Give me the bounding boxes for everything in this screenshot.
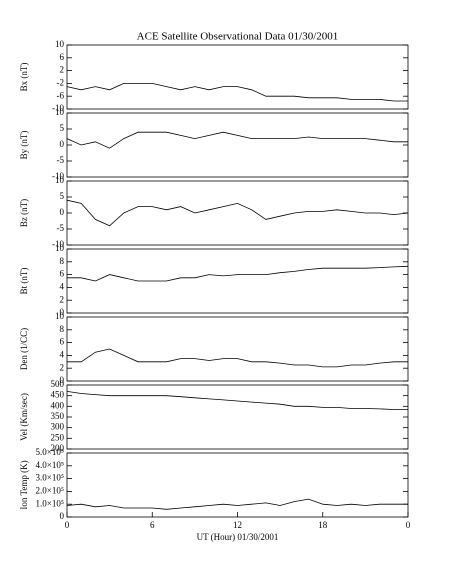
y-tick-label: 5.0×10⁵ <box>36 447 64 457</box>
y-axis-label: Bt (nT) <box>19 268 29 295</box>
y-axis-label: Den (1/CC) <box>19 328 29 370</box>
chart-title: ACE Satellite Observational Data 01/30/2… <box>137 31 339 43</box>
y-tick-label: 300 <box>51 422 65 432</box>
y-tick-label: 1.0×10⁵ <box>36 498 64 508</box>
y-tick-label: 8 <box>60 324 65 334</box>
y-tick-label: -10 <box>52 171 64 181</box>
y-axis-label: Bz (nT) <box>19 199 29 227</box>
x-axis-label: UT (Hour) 01/30/2001 <box>197 532 279 542</box>
y-tick-label: 10 <box>55 243 65 253</box>
y-tick-label: 200 <box>51 443 65 453</box>
y-tick-label: 400 <box>51 400 65 410</box>
y-tick-label: 5 <box>60 123 65 133</box>
data-line <box>66 391 408 410</box>
y-tick-label: -6 <box>57 90 65 100</box>
y-tick-label: 4 <box>60 281 65 291</box>
x-tick-label: 6 <box>150 520 155 530</box>
y-tick-label: 2 <box>60 294 65 304</box>
y-axis-label: Bx (nT) <box>19 63 29 92</box>
y-tick-label: 6 <box>60 52 65 62</box>
y-tick-label: 10 <box>55 175 65 185</box>
y-tick-label: 500 <box>51 379 65 389</box>
y-tick-label: -10 <box>52 239 64 249</box>
y-tick-label: 6 <box>60 337 65 347</box>
y-tick-label: 2 <box>60 65 65 75</box>
plot-frame <box>66 384 409 450</box>
y-tick-label: 10 <box>55 311 65 321</box>
y-tick-label: 0 <box>60 375 65 385</box>
y-tick-label: 3.0×10⁵ <box>36 473 64 483</box>
data-line <box>67 348 408 368</box>
data-line <box>66 199 409 227</box>
y-axis-label: Ion Temp (K) <box>19 460 29 509</box>
data-line <box>66 83 408 102</box>
y-tick-label: 0 <box>60 307 65 317</box>
plot-frame <box>66 44 409 110</box>
y-tick-label: 350 <box>51 411 65 421</box>
y-tick-label: 0 <box>60 207 65 217</box>
plot-frame <box>66 316 409 382</box>
y-tick-label: 8 <box>60 256 65 266</box>
y-tick-label: 6 <box>60 269 65 279</box>
x-tick-label: 0 <box>65 520 70 530</box>
x-tick-label: 12 <box>233 520 242 530</box>
y-tick-label: 2 <box>60 362 65 372</box>
x-tick-label: 0 <box>406 520 411 530</box>
x-tick-label: 18 <box>318 520 328 530</box>
plot-frame <box>66 112 409 178</box>
y-tick-label: 5 <box>60 191 65 201</box>
y-tick-label: 2.0×10⁵ <box>36 485 64 495</box>
y-tick-label: 250 <box>51 432 65 442</box>
plot-frame <box>66 180 409 246</box>
y-tick-label: 10 <box>55 39 65 49</box>
y-axis-label: Vel (Km/sec) <box>19 393 29 441</box>
y-tick-label: 4 <box>60 349 65 359</box>
y-tick-label: -5 <box>57 155 65 165</box>
y-tick-label: -10 <box>52 103 64 113</box>
data-line <box>66 131 408 149</box>
y-axis-label: By (nT) <box>19 131 29 160</box>
data-line <box>67 265 409 282</box>
y-tick-label: 4.0×10⁵ <box>36 460 64 470</box>
y-tick-label: 10 <box>55 107 65 117</box>
y-tick-label: 0 <box>60 139 65 149</box>
y-tick-label: 450 <box>51 390 65 400</box>
plot-frame <box>66 248 409 314</box>
data-line <box>66 498 408 510</box>
y-tick-label: -2 <box>57 77 65 87</box>
y-tick-label: 0 <box>60 511 65 521</box>
y-tick-label: -5 <box>57 223 65 233</box>
